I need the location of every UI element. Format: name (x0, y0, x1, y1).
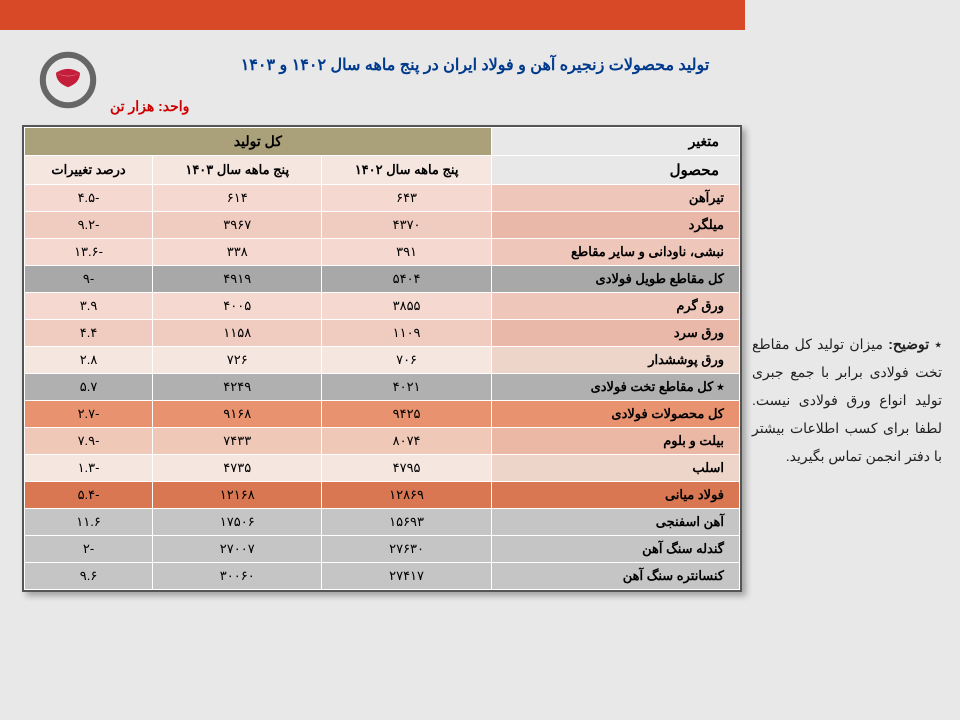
product-cell: کل مقاطع طویل فولادی (491, 266, 739, 293)
header-product: محصول (491, 156, 739, 185)
pct-change: ۵.۷ (25, 374, 153, 401)
table-row: تیرآهن۶۴۳۶۱۴-۴.۵ (25, 185, 740, 212)
value-1403: ۹۱۶۸ (153, 401, 322, 428)
product-cell: ورق گرم (491, 293, 739, 320)
value-1403: ۱۷۵۰۶ (153, 509, 322, 536)
pct-change: -۹ (25, 266, 153, 293)
value-1402: ۲۷۴۱۷ (322, 563, 491, 590)
pct-change: -۲ (25, 536, 153, 563)
table-row: ٭ کل مقاطع تخت فولادی۴۰۲۱۴۲۴۹۵.۷ (25, 374, 740, 401)
table-row: بیلت و بلوم۸۰۷۴۷۴۳۳-۷.۹ (25, 428, 740, 455)
product-cell: ٭ کل مقاطع تخت فولادی (491, 374, 739, 401)
value-1402: ۳۸۵۵ (322, 293, 491, 320)
value-1403: ۱۲۱۶۸ (153, 482, 322, 509)
value-1402: ۴۰۲۱ (322, 374, 491, 401)
table-row: فولاد میانی۱۲۸۶۹۱۲۱۶۸-۵.۴ (25, 482, 740, 509)
value-1402: ۱۲۸۶۹ (322, 482, 491, 509)
value-1403: ۴۹۱۹ (153, 266, 322, 293)
table-row: کل مقاطع طویل فولادی۵۴۰۴۴۹۱۹-۹ (25, 266, 740, 293)
value-1402: ۲۷۶۳۰ (322, 536, 491, 563)
product-cell: گندله سنگ آهن (491, 536, 739, 563)
product-cell: اسلب (491, 455, 739, 482)
product-cell: نبشی، ناودانی و سایر مقاطع (491, 239, 739, 266)
value-1403: ۴۰۰۵ (153, 293, 322, 320)
product-cell: بیلت و بلوم (491, 428, 739, 455)
value-1402: ۷۰۶ (322, 347, 491, 374)
value-1402: ۸۰۷۴ (322, 428, 491, 455)
top-bar (0, 0, 745, 30)
value-1403: ۳۰۰۶۰ (153, 563, 322, 590)
value-1403: ۴۷۳۵ (153, 455, 322, 482)
header-1402: پنج ماهه سال ۱۴۰۲ (322, 156, 491, 185)
table-row: اسلب۴۷۹۵۴۷۳۵-۱.۳ (25, 455, 740, 482)
table-row: کل محصولات فولادی۹۴۲۵۹۱۶۸-۲.۷ (25, 401, 740, 428)
value-1402: ۱۵۶۹۳ (322, 509, 491, 536)
value-1402: ۹۴۲۵ (322, 401, 491, 428)
value-1403: ۳۹۶۷ (153, 212, 322, 239)
value-1403: ۴۲۴۹ (153, 374, 322, 401)
value-1403: ۲۷۰۰۷ (153, 536, 322, 563)
value-1402: ۶۴۳ (322, 185, 491, 212)
unit-label: واحد: هزار تن (110, 98, 189, 115)
pct-change: -۱.۳ (25, 455, 153, 482)
value-1402: ۱۱۰۹ (322, 320, 491, 347)
value-1403: ۶۱۴ (153, 185, 322, 212)
table-row: میلگرد۴۳۷۰۳۹۶۷-۹.۲ (25, 212, 740, 239)
table-row: کنسانتره سنگ آهن۲۷۴۱۷۳۰۰۶۰۹.۶ (25, 563, 740, 590)
value-1402: ۳۹۱ (322, 239, 491, 266)
value-1402: ۴۷۹۵ (322, 455, 491, 482)
header-1403: پنج ماهه سال ۱۴۰۳ (153, 156, 322, 185)
table-row: گندله سنگ آهن۲۷۶۳۰۲۷۰۰۷-۲ (25, 536, 740, 563)
table-row: نبشی، ناودانی و سایر مقاطع۳۹۱۳۳۸-۱۳.۶ (25, 239, 740, 266)
data-table: متغیر کل تولید محصول پنج ماهه سال ۱۴۰۲ پ… (22, 125, 742, 592)
product-cell: فولاد میانی (491, 482, 739, 509)
pct-change: -۷.۹ (25, 428, 153, 455)
pct-change: ۹.۶ (25, 563, 153, 590)
table-row: ورق گرم۳۸۵۵۴۰۰۵۳.۹ (25, 293, 740, 320)
product-cell: میلگرد (491, 212, 739, 239)
pct-change: -۵.۴ (25, 482, 153, 509)
pct-change: -۲.۷ (25, 401, 153, 428)
value-1403: ۱۱۵۸ (153, 320, 322, 347)
note-text: ٭ توضیح: میزان تولید کل مقاطع تخت فولادی… (752, 330, 942, 470)
product-cell: ورق سرد (491, 320, 739, 347)
value-1402: ۵۴۰۴ (322, 266, 491, 293)
header-pct: درصد تغییرات (25, 156, 153, 185)
value-1403: ۷۲۶ (153, 347, 322, 374)
pct-change: ۲.۸ (25, 347, 153, 374)
value-1402: ۴۳۷۰ (322, 212, 491, 239)
product-cell: تیرآهن (491, 185, 739, 212)
header-total: کل تولید (25, 128, 492, 156)
table-row: ورق سرد۱۱۰۹۱۱۵۸۴.۴ (25, 320, 740, 347)
pct-change: ۳.۹ (25, 293, 153, 320)
pct-change: -۴.۵ (25, 185, 153, 212)
pct-change: ۴.۴ (25, 320, 153, 347)
page-title: تولید محصولات زنجیره آهن و فولاد ایران د… (220, 55, 730, 75)
value-1403: ۳۳۸ (153, 239, 322, 266)
product-cell: کل محصولات فولادی (491, 401, 739, 428)
pct-change: ۱۱.۶ (25, 509, 153, 536)
pct-change: -۱۳.۶ (25, 239, 153, 266)
pct-change: -۹.۲ (25, 212, 153, 239)
value-1403: ۷۴۳۳ (153, 428, 322, 455)
product-cell: ورق پوششدار (491, 347, 739, 374)
table-row: ورق پوششدار۷۰۶۷۲۶۲.۸ (25, 347, 740, 374)
table-row: آهن اسفنجی۱۵۶۹۳۱۷۵۰۶۱۱.۶ (25, 509, 740, 536)
logo (30, 50, 105, 110)
header-variable: متغیر (491, 128, 739, 156)
product-cell: کنسانتره سنگ آهن (491, 563, 739, 590)
product-cell: آهن اسفنجی (491, 509, 739, 536)
